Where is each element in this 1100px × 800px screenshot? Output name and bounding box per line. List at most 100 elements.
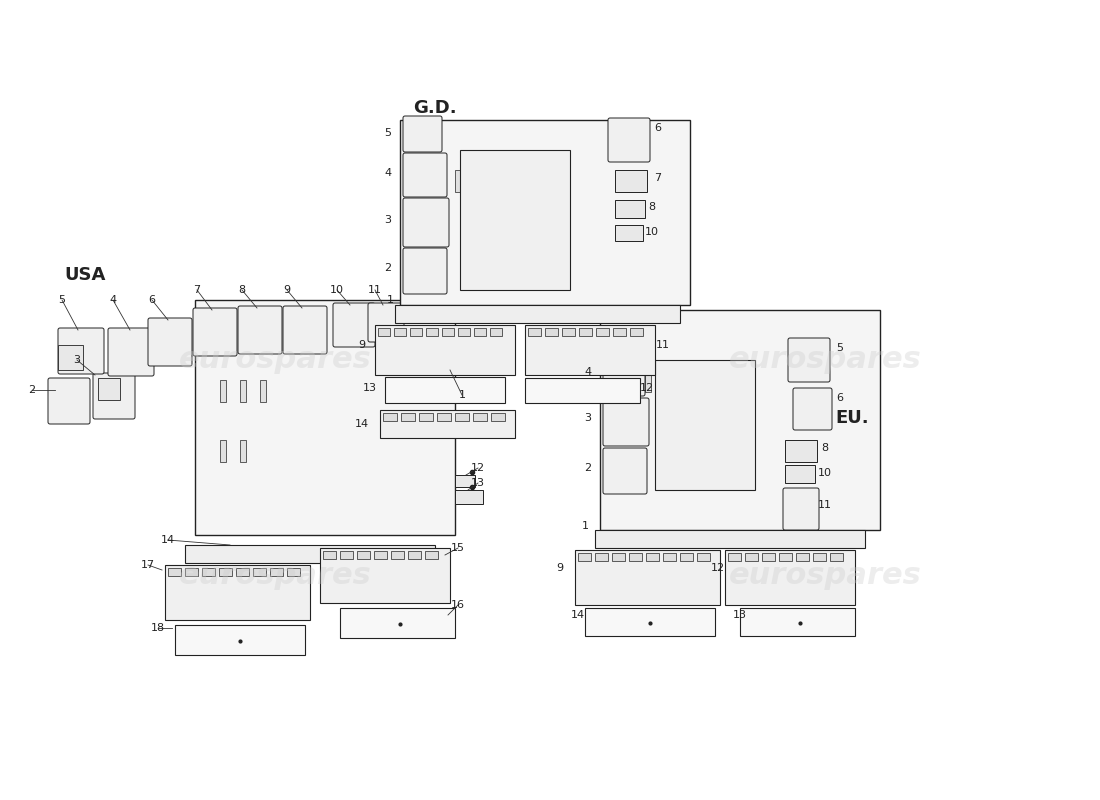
Text: 11: 11 xyxy=(368,285,382,295)
Bar xyxy=(419,413,433,421)
Bar xyxy=(455,413,469,421)
Bar xyxy=(740,608,855,636)
Bar xyxy=(585,608,715,636)
Text: 3: 3 xyxy=(74,355,80,365)
Bar xyxy=(240,380,246,402)
Bar xyxy=(654,360,755,490)
Bar xyxy=(430,170,436,192)
FancyBboxPatch shape xyxy=(608,118,650,162)
Bar xyxy=(575,550,721,605)
Bar xyxy=(697,553,710,561)
Bar xyxy=(629,553,642,561)
FancyBboxPatch shape xyxy=(603,352,645,396)
Bar xyxy=(646,553,659,561)
Bar xyxy=(785,440,817,462)
FancyBboxPatch shape xyxy=(788,338,831,382)
Bar xyxy=(455,490,483,504)
Bar xyxy=(491,413,505,421)
Bar xyxy=(175,625,305,655)
Bar xyxy=(630,328,644,336)
FancyBboxPatch shape xyxy=(108,328,154,376)
Bar xyxy=(395,305,680,323)
Text: 10: 10 xyxy=(645,227,659,237)
Bar xyxy=(525,378,640,403)
Text: 4: 4 xyxy=(384,168,392,178)
Bar xyxy=(490,328,502,336)
Text: 18: 18 xyxy=(151,623,165,633)
Bar xyxy=(320,548,450,603)
Bar xyxy=(680,553,693,561)
Bar xyxy=(762,553,776,561)
Bar xyxy=(442,328,454,336)
Text: 14: 14 xyxy=(571,610,585,620)
Text: 7: 7 xyxy=(654,173,661,183)
Bar xyxy=(240,440,246,462)
Text: 13: 13 xyxy=(363,383,377,393)
Bar xyxy=(195,300,455,535)
Text: 11: 11 xyxy=(818,500,832,510)
Text: 16: 16 xyxy=(451,600,465,610)
Bar xyxy=(425,551,438,559)
Bar xyxy=(612,553,625,561)
Text: 6: 6 xyxy=(148,295,155,305)
Text: 1: 1 xyxy=(459,390,465,400)
Text: 2: 2 xyxy=(584,463,592,473)
FancyBboxPatch shape xyxy=(48,378,90,424)
Bar xyxy=(220,380,225,402)
FancyBboxPatch shape xyxy=(403,248,447,294)
Text: 15: 15 xyxy=(451,543,465,553)
Text: 3: 3 xyxy=(584,413,592,423)
Bar xyxy=(383,413,397,421)
Bar xyxy=(745,553,758,561)
Text: 4: 4 xyxy=(584,367,592,377)
FancyBboxPatch shape xyxy=(148,318,192,366)
Bar xyxy=(458,328,470,336)
Bar xyxy=(615,170,647,192)
Bar xyxy=(220,440,225,462)
Bar xyxy=(595,553,608,561)
Bar xyxy=(402,413,415,421)
Bar xyxy=(455,475,475,487)
Text: 7: 7 xyxy=(194,285,200,295)
Bar xyxy=(474,328,486,336)
Text: 13: 13 xyxy=(733,610,747,620)
Bar xyxy=(460,150,570,290)
Bar xyxy=(379,410,515,438)
Bar xyxy=(394,328,406,336)
Bar xyxy=(219,568,232,576)
Text: EU.: EU. xyxy=(835,409,869,427)
Bar xyxy=(615,225,644,241)
Bar xyxy=(728,553,741,561)
FancyBboxPatch shape xyxy=(368,303,404,342)
Text: 12: 12 xyxy=(471,463,485,473)
Text: 12: 12 xyxy=(640,383,654,393)
FancyBboxPatch shape xyxy=(403,116,442,152)
Bar xyxy=(358,551,370,559)
Text: G.D.: G.D. xyxy=(414,99,456,117)
Bar xyxy=(168,568,182,576)
Text: 4: 4 xyxy=(109,295,117,305)
Text: 12: 12 xyxy=(711,563,725,573)
FancyBboxPatch shape xyxy=(793,388,832,430)
Bar xyxy=(408,551,421,559)
Text: 1: 1 xyxy=(582,521,588,531)
Text: 11: 11 xyxy=(656,340,670,350)
FancyBboxPatch shape xyxy=(783,488,820,530)
Bar xyxy=(779,553,792,561)
Text: 5: 5 xyxy=(836,343,844,353)
Bar xyxy=(410,328,422,336)
Bar xyxy=(595,530,865,548)
Bar xyxy=(270,568,283,576)
Bar xyxy=(625,370,631,392)
Text: 8: 8 xyxy=(648,202,656,212)
Bar xyxy=(400,120,690,305)
Text: 5: 5 xyxy=(58,295,66,305)
FancyBboxPatch shape xyxy=(238,306,282,354)
Text: 3: 3 xyxy=(385,215,392,225)
Text: 10: 10 xyxy=(330,285,344,295)
Text: eurospares: eurospares xyxy=(728,562,922,590)
FancyBboxPatch shape xyxy=(603,448,647,494)
Text: eurospares: eurospares xyxy=(178,346,372,374)
FancyBboxPatch shape xyxy=(192,308,236,356)
Bar xyxy=(374,551,387,559)
